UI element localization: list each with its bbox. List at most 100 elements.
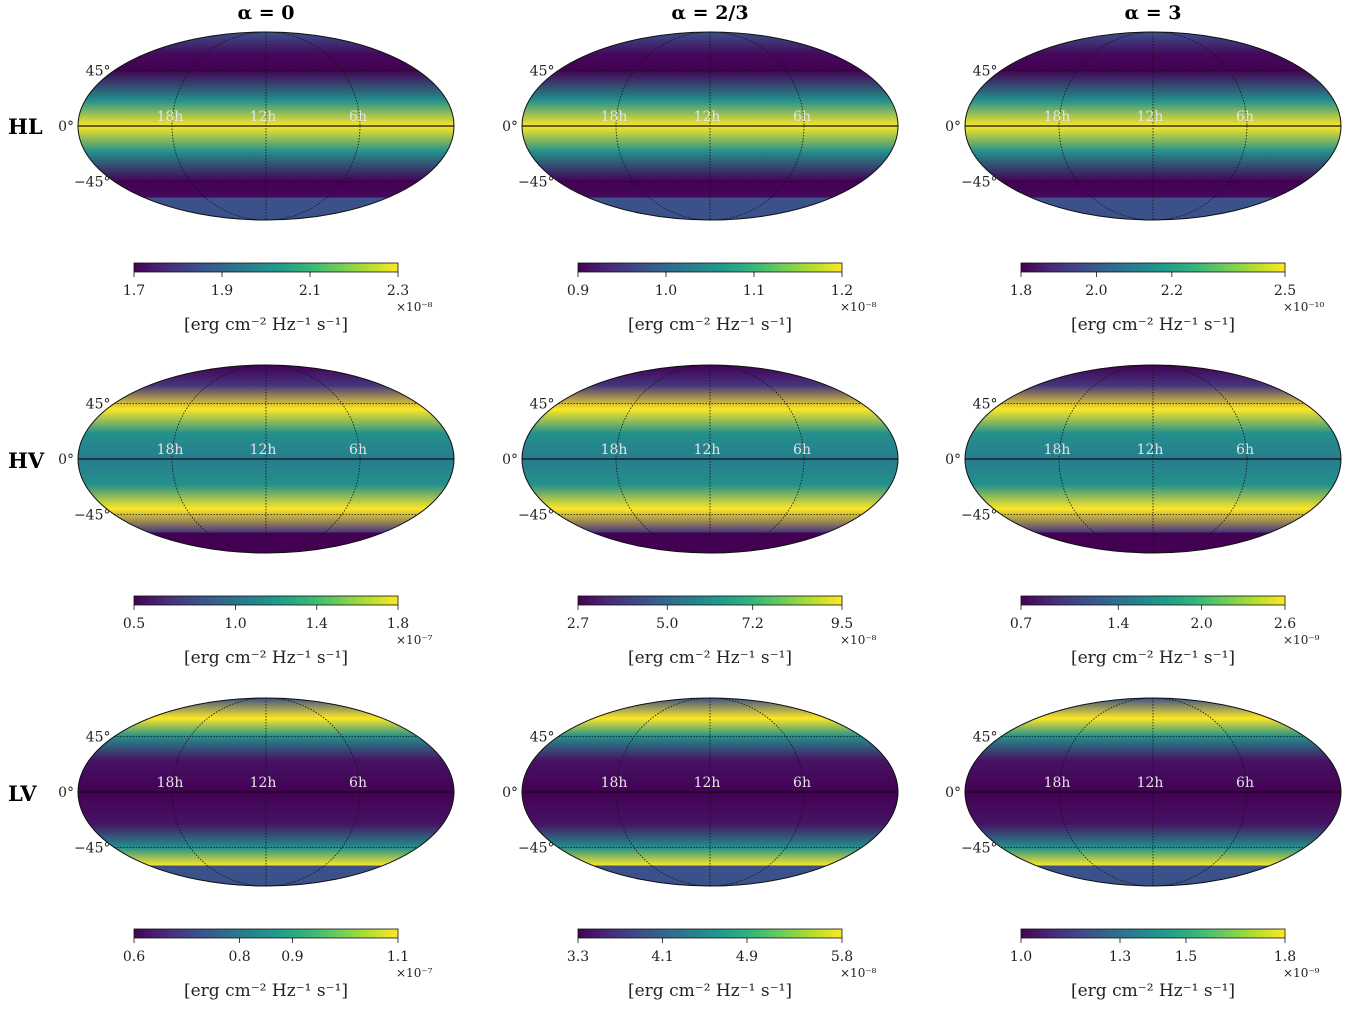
colorbar-tick-label: 1.4: [306, 616, 328, 632]
right-ascension-label: 18h: [601, 775, 628, 791]
right-ascension-label: 18h: [157, 442, 184, 458]
sky-map-panel: 45° 0° −45° 18h 12h 6h 0.9 1.0 1.1 1.2×10⁻⁸ [erg c…: [502, 31, 899, 335]
colorbar-tick-label: 0.6: [123, 949, 145, 965]
colorbar-tick-label: 3.3: [567, 949, 589, 965]
latitude-label: −45°: [74, 175, 111, 191]
sky-map-panel: 45° 0° −45° 18h 12h 6h 0.5 1.0 1.4 1.8×10⁻⁷ [erg c…: [58, 364, 455, 668]
right-ascension-label: 6h: [1236, 442, 1254, 458]
latitude-label: 45°: [530, 729, 555, 745]
colorbar-tick-label: 0.9: [281, 949, 303, 965]
colorbar: 1.8 2.0 2.2 2.5×10⁻¹⁰ [erg cm⁻² Hz⁻¹ s⁻¹]: [1010, 262, 1324, 335]
right-ascension-label: 18h: [1044, 442, 1071, 458]
latitude-label: −45°: [961, 175, 998, 191]
colorbar-tick-label: 1.7: [123, 283, 145, 299]
latitude-label: 45°: [86, 63, 111, 79]
sky-map-panel: 45° 0° −45° 18h 12h 6h 0.7 1.4 2.0 2.6×10⁻⁹ [erg c…: [945, 364, 1342, 668]
graticule: [78, 364, 454, 554]
colorbar-tick-label: 0.5: [123, 616, 145, 632]
colorbar-tick-label: 2.2: [1161, 283, 1183, 299]
colorbar-tick-label: 2.0: [1190, 616, 1212, 632]
right-ascension-label: 12h: [1137, 442, 1164, 458]
right-ascension-label: 6h: [793, 442, 811, 458]
colorbar-tick-label: 1.2: [831, 283, 853, 299]
colorbar: 1.0 1.3 1.5 1.8×10⁻⁹ [erg cm⁻² Hz⁻¹ s⁻¹]: [1010, 928, 1320, 1001]
graticule: [522, 697, 898, 887]
colorbar-exponent: ×10⁻⁹: [1283, 633, 1320, 647]
right-ascension-label: 12h: [250, 442, 277, 458]
column-title-alpha-3: α = 3: [1125, 2, 1182, 24]
latitude-label: −45°: [518, 508, 555, 524]
colorbar: 0.6 0.8 0.9 1.1×10⁻⁷ [erg cm⁻² Hz⁻¹ s⁻¹]: [123, 928, 433, 1001]
colorbar-unit-label: [erg cm⁻² Hz⁻¹ s⁻¹]: [1071, 981, 1235, 1001]
colorbar-unit-label: [erg cm⁻² Hz⁻¹ s⁻¹]: [1071, 648, 1235, 668]
sky-map-panel: 45° 0° −45° 18h 12h 6h 1.7 1.9 2.1 2.3×10⁻⁸ [erg c…: [58, 31, 455, 335]
right-ascension-label: 12h: [694, 775, 721, 791]
latitude-label: 0°: [502, 119, 518, 135]
right-ascension-label: 12h: [694, 109, 721, 125]
latitude-label: −45°: [518, 175, 555, 191]
latitude-label: 0°: [945, 785, 961, 801]
graticule-meridian-ring: [615, 697, 805, 887]
right-ascension-label: 18h: [1044, 109, 1071, 125]
right-ascension-label: 12h: [694, 442, 721, 458]
right-ascension-label: 6h: [793, 775, 811, 791]
row-label-hl: HL: [8, 114, 43, 139]
colorbar-tick-label: 1.1: [387, 949, 409, 965]
colorbar-exponent: ×10⁻¹⁰: [1283, 300, 1324, 314]
colorbar-tick-label: 2.0: [1085, 283, 1107, 299]
colorbar-tick-label: 0.8: [228, 949, 250, 965]
colorbar-gradient: [577, 595, 843, 606]
latitude-label: 0°: [58, 119, 74, 135]
row-labels: HL HV LV: [8, 114, 45, 806]
graticule: [965, 31, 1341, 221]
colorbar-tick-label: 1.3: [1109, 949, 1131, 965]
colorbar-exponent: ×10⁻⁹: [1283, 966, 1320, 980]
right-ascension-label: 18h: [601, 442, 628, 458]
colorbar-unit-label: [erg cm⁻² Hz⁻¹ s⁻¹]: [628, 981, 792, 1001]
latitude-label: 45°: [973, 396, 998, 412]
latitude-label: −45°: [518, 841, 555, 857]
graticule-meridian-ring: [171, 697, 361, 887]
latitude-label: 45°: [530, 396, 555, 412]
colorbar-exponent: ×10⁻⁸: [840, 300, 877, 314]
colorbar-gradient: [1020, 262, 1286, 273]
colorbar-unit-label: [erg cm⁻² Hz⁻¹ s⁻¹]: [1071, 315, 1235, 335]
colorbar-unit-label: [erg cm⁻² Hz⁻¹ s⁻¹]: [184, 315, 348, 335]
latitude-label: 45°: [973, 729, 998, 745]
colorbar-unit-label: [erg cm⁻² Hz⁻¹ s⁻¹]: [184, 648, 348, 668]
right-ascension-label: 18h: [157, 775, 184, 791]
sky-map-panel: 45° 0° −45° 18h 12h 6h 1.8 2.0 2.2 2.5×10⁻¹⁰ [erg …: [945, 31, 1342, 335]
colorbar-tick-label: 2.6: [1274, 616, 1296, 632]
latitude-label: 0°: [945, 119, 961, 135]
colorbar-tick-label: 1.9: [211, 283, 233, 299]
colorbar-tick-label: 1.5: [1175, 949, 1197, 965]
graticule-meridian-ring: [615, 364, 805, 554]
colorbar-tick-label: 1.1: [743, 283, 765, 299]
graticule-meridian-ring: [615, 31, 805, 221]
right-ascension-label: 6h: [349, 109, 367, 125]
column-titles: α = 0 α = 2/3 α = 3: [238, 2, 1182, 24]
latitude-label: 0°: [945, 452, 961, 468]
colorbar-tick-label: 0.7: [1010, 616, 1032, 632]
latitude-label: −45°: [74, 841, 111, 857]
graticule-meridian-ring: [1058, 364, 1248, 554]
right-ascension-label: 6h: [793, 109, 811, 125]
graticule-meridian-ring: [1058, 697, 1248, 887]
colorbar-gradient: [133, 928, 399, 939]
colorbar: 0.9 1.0 1.1 1.2×10⁻⁸ [erg cm⁻² Hz⁻¹ s⁻¹]: [567, 262, 877, 335]
graticule: [965, 697, 1341, 887]
sky-map-panel: 45° 0° −45° 18h 12h 6h 3.3 4.1 4.9 5.8×10⁻⁸ [erg c…: [502, 697, 899, 1001]
latitude-label: 45°: [86, 729, 111, 745]
colorbar-tick-label: 9.5: [831, 616, 853, 632]
latitude-label: 0°: [58, 785, 74, 801]
right-ascension-label: 18h: [1044, 775, 1071, 791]
right-ascension-label: 6h: [349, 442, 367, 458]
colorbar-gradient: [133, 262, 399, 273]
colorbar-unit-label: [erg cm⁻² Hz⁻¹ s⁻¹]: [184, 981, 348, 1001]
column-title-alpha-2-3: α = 2/3: [671, 2, 748, 24]
right-ascension-label: 6h: [1236, 109, 1254, 125]
colorbar-exponent: ×10⁻⁸: [840, 966, 877, 980]
colorbar-tick-label: 1.0: [1010, 949, 1032, 965]
latitude-label: 45°: [530, 63, 555, 79]
